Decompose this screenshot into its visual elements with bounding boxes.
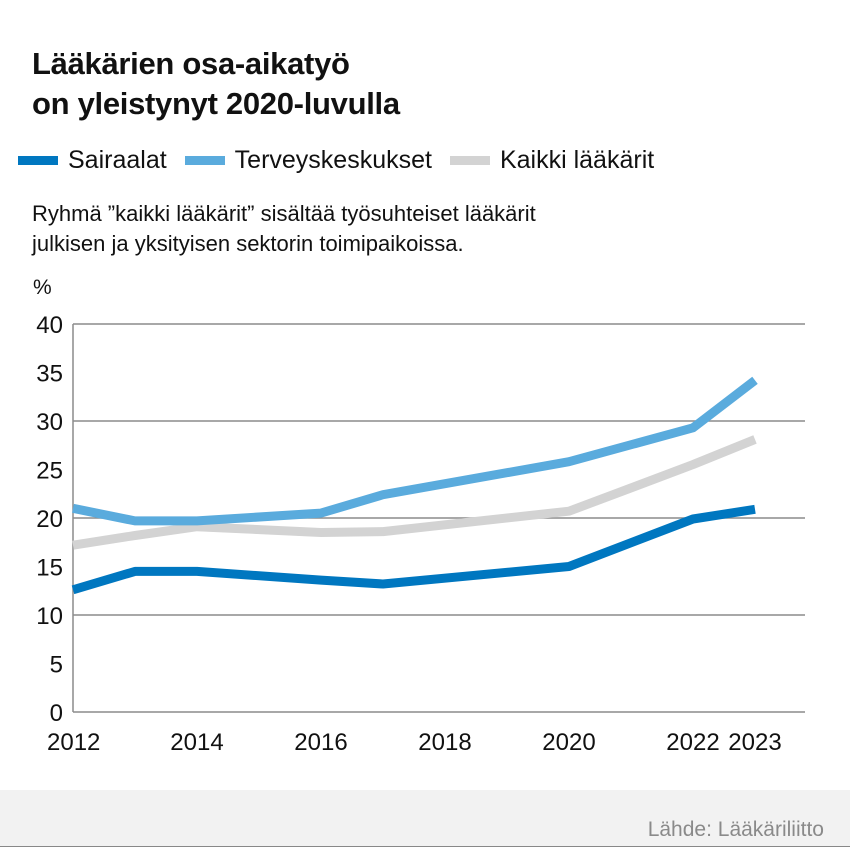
y-tick-label: 30 [36, 409, 63, 436]
x-tick-label: 2014 [170, 729, 223, 756]
legend-label-sairaalat: Sairaalat [68, 146, 167, 174]
legend: Sairaalat Terveyskeskukset Kaikki lääkär… [18, 146, 672, 175]
x-tick-label: 2023 [728, 729, 781, 756]
x-tick-label: 2012 [47, 729, 100, 756]
source-label: Lähde: Lääkäriliitto [647, 818, 824, 841]
y-tick-labels: 0 5 10 15 20 25 30 35 40 [36, 312, 63, 727]
y-tick-label: 25 [36, 458, 63, 485]
legend-label-terveyskeskukset: Terveyskeskukset [234, 146, 432, 174]
y-tick-label: 5 [50, 652, 63, 679]
footer: Lähde: Lääkäriliitto [0, 790, 850, 847]
y-tick-label: 10 [36, 603, 63, 630]
x-tick-labels: 2012 2014 2016 2018 2020 2022 2023 [47, 729, 782, 756]
subtitle-line-2: julkisen ja yksityisen sektorin toimipai… [32, 231, 464, 256]
y-tick-label: 15 [36, 555, 63, 582]
subtitle-line-1: Ryhmä ”kaikki lääkärit” sisältää työsuht… [32, 201, 536, 226]
series-line-kaikki-lääkärit [72, 435, 757, 550]
line-chart: 0 5 10 15 20 25 30 35 40 2012 2014 2016 2018 2020 202… [36, 312, 805, 756]
y-tick-label: 20 [36, 506, 63, 533]
series-line-sairaalat [71, 504, 756, 595]
legend-swatch-kaikki [449, 156, 490, 165]
y-tick-label: 35 [36, 361, 63, 388]
x-tick-label: 2018 [418, 729, 471, 756]
y-tick-label: 0 [50, 700, 63, 727]
legend-item-terveyskeskukset: Terveyskeskukset [184, 146, 432, 175]
series-line-terveyskeskukset [72, 376, 758, 526]
chart-title-line-1: Lääkärien osa-aikatyö [32, 46, 350, 81]
x-tick-label: 2020 [542, 729, 595, 756]
legend-item-kaikki: Kaikki lääkärit [449, 146, 655, 175]
chart-title-line-2: on yleistynyt 2020-luvulla [32, 86, 400, 121]
y-tick-label: 40 [36, 312, 63, 339]
chart-title: Lääkärien osa-aikatyö on yleistynyt 2020… [32, 44, 400, 124]
legend-item-sairaalat: Sairaalat [18, 146, 167, 175]
chart-subtitle: Ryhmä ”kaikki lääkärit” sisältää työsuht… [32, 199, 536, 259]
legend-swatch-sairaalat [18, 156, 58, 165]
legend-label-kaikki: Kaikki lääkärit [499, 146, 655, 174]
x-tick-label: 2022 [666, 729, 719, 756]
legend-swatch-terveyskeskukset [184, 156, 225, 165]
y-axis-unit-label: % [33, 276, 52, 299]
series-lines [71, 376, 758, 595]
x-tick-label: 2016 [294, 729, 347, 756]
